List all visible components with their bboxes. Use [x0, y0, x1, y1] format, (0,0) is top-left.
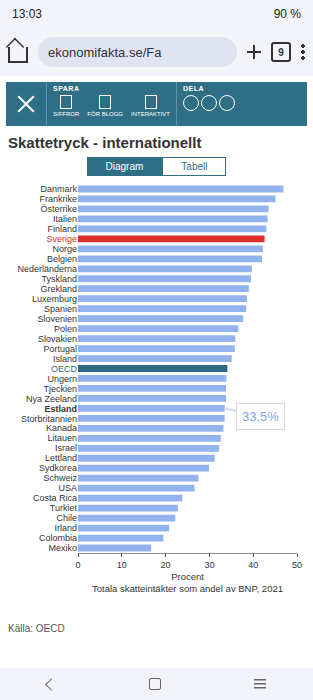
svg-text:Grekland: Grekland: [40, 284, 77, 294]
svg-text:50: 50: [292, 560, 302, 570]
svg-text:Storbritannien: Storbritannien: [21, 414, 77, 424]
html-text:DELA: DELA: [183, 85, 205, 92]
svg-text:Polen: Polen: [54, 324, 77, 334]
svg-text:Israel: Israel: [55, 443, 77, 453]
svg-text:Sverige: Sverige: [46, 234, 77, 244]
svg-text:20: 20: [161, 560, 171, 570]
svg-text:Danmark: Danmark: [40, 184, 77, 194]
svg-text:Luxemburg: Luxemburg: [32, 294, 77, 304]
html-text:FÖR BLOGG: FÖR BLOGG: [87, 111, 123, 117]
svg-text:Colombia: Colombia: [39, 533, 77, 543]
svg-text:Tyskland: Tyskland: [41, 274, 77, 284]
svg-text:Nya Zeeland: Nya Zeeland: [26, 394, 77, 404]
svg-text:40: 40: [248, 560, 258, 570]
html-text:Tabell: Tabell: [181, 161, 208, 172]
svg-text:Tjeckien: Tjeckien: [43, 384, 77, 394]
svg-text:Costa Rica: Costa Rica: [33, 493, 77, 503]
svg-text:33,5%: 33,5%: [242, 409, 279, 424]
html-text:13:03: 13:03: [12, 7, 42, 21]
svg-text:Mexiko: Mexiko: [48, 543, 77, 553]
svg-text:Spanien: Spanien: [44, 304, 77, 314]
svg-text:OECD: OECD: [51, 364, 78, 374]
svg-text:30: 30: [204, 560, 214, 570]
html-text:ekonomifakta.se/Fa: ekonomifakta.se/Fa: [48, 44, 162, 60]
html-text:Diagram: Diagram: [105, 161, 144, 172]
svg-text:0: 0: [75, 560, 80, 570]
svg-text:Turkiet: Turkiet: [50, 503, 78, 513]
svg-text:Sydkorea: Sydkorea: [39, 463, 77, 473]
svg-text:Chile: Chile: [56, 513, 77, 523]
svg-text:Irland: Irland: [54, 523, 77, 533]
html-text:9: 9: [278, 46, 284, 58]
svg-text:Island: Island: [53, 354, 77, 364]
svg-text:Slovenien: Slovenien: [37, 314, 77, 324]
html-text:Källa: OECD: Källa: OECD: [8, 623, 65, 634]
svg-text:Litauen: Litauen: [47, 433, 77, 443]
svg-text:Estland: Estland: [44, 404, 77, 414]
svg-text:Finland: Finland: [47, 224, 77, 234]
svg-text:Norge: Norge: [52, 244, 77, 254]
svg-text:Slovakien: Slovakien: [38, 334, 77, 344]
svg-text:Portugal: Portugal: [43, 344, 77, 354]
html-text:INTERAKTIVT: INTERAKTIVT: [131, 111, 170, 117]
svg-text:Lettland: Lettland: [45, 453, 77, 463]
svg-text:10: 10: [117, 560, 127, 570]
svg-text:Schweiz: Schweiz: [43, 473, 77, 483]
svg-text:Ungern: Ungern: [47, 374, 77, 384]
html-text:SIFFROR: SIFFROR: [53, 111, 80, 117]
svg-text:Österrike: Österrike: [40, 204, 77, 214]
svg-text:Frankrike: Frankrike: [39, 194, 77, 204]
svg-text:Kanada: Kanada: [46, 423, 77, 433]
svg-text:Italien: Italien: [53, 214, 77, 224]
svg-text:USA: USA: [58, 483, 77, 493]
svg-text:ProcentTotala skatteintäkter s: ProcentTotala skatteintäkter som andel a…: [92, 571, 283, 594]
html-text:SPARA: SPARA: [53, 85, 80, 92]
svg-text:Belgien: Belgien: [47, 254, 77, 264]
svg-text:Nederländerna: Nederländerna: [17, 264, 77, 274]
html-text:90 %: 90 %: [273, 7, 301, 21]
html-text:Skattetryck - internationellt: Skattetryck - internationellt: [8, 134, 202, 151]
